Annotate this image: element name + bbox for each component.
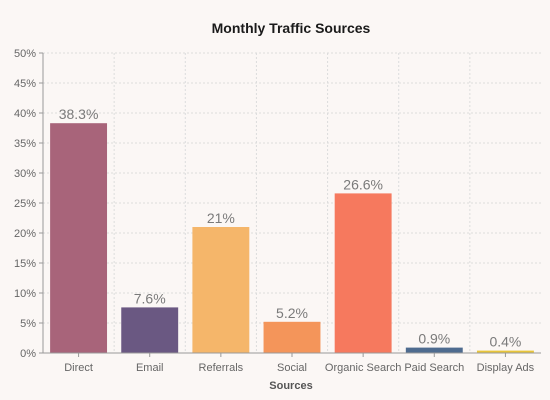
y-tick-label: 50% [14,48,36,60]
bar [192,227,250,353]
y-tick-label: 30% [14,168,36,180]
data-label: 0.9% [418,331,450,347]
x-tick-label: Email [136,362,164,374]
x-axis-label: Sources [269,380,312,392]
y-tick-label: 45% [14,78,36,90]
data-label: 38.3% [59,106,99,122]
chart-title: Monthly Traffic Sources [212,20,371,36]
data-label: 26.6% [343,176,383,192]
x-tick-label: Organic Search [325,362,401,374]
y-tick-label: 15% [14,258,36,270]
bar [476,350,534,353]
data-labels: 38.3% 7.6% 21% 5.2% 26.6% 0.9% 0.4% [59,106,522,349]
data-label: 5.2% [276,305,308,321]
x-tick-label: Social [277,362,307,374]
bar [121,307,179,353]
y-tick-label: 40% [14,108,36,120]
x-tick-label: Display Ads [477,362,535,374]
bar [405,347,463,353]
x-tick-label: Direct [64,362,93,374]
data-label: 0.4% [489,334,521,350]
bars [50,123,534,353]
bar [334,193,392,353]
y-tick-label: 25% [14,198,36,210]
grid [43,52,541,353]
y-axis-ticks: 0% 5% 10% 15% 20% 25% 30% 35% 40% 45% 50% [14,48,43,360]
data-label: 21% [207,210,235,226]
y-tick-label: 20% [14,228,36,240]
x-tick-label: Paid Search [404,362,464,374]
bar [50,123,108,353]
bar [263,321,321,353]
data-label: 7.6% [134,290,166,306]
x-tick-label: Referrals [199,362,244,374]
y-tick-label: 0% [20,348,36,360]
y-tick-label: 35% [14,138,36,150]
y-tick-label: 5% [20,318,36,330]
y-tick-label: 10% [14,288,36,300]
x-axis-ticks: Direct Email Referrals Social Organic Search… [64,353,535,374]
